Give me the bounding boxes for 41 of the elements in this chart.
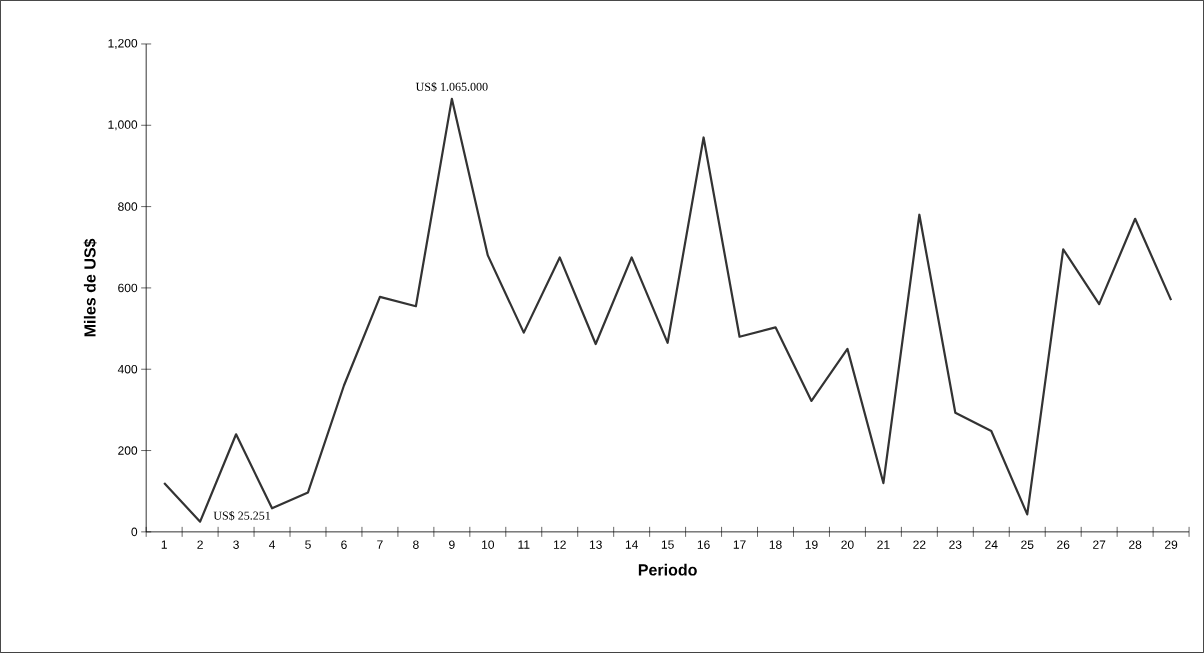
x-tick-label: 7 — [377, 540, 383, 549]
annotation: US$ 25.251 — [213, 510, 271, 521]
y-tick-label: 0 — [131, 527, 138, 537]
x-axis-title: Periodo — [638, 563, 697, 576]
x-tick-label: 29 — [1165, 540, 1178, 549]
y-axis-title: Miles de US$ — [83, 238, 97, 337]
x-tick-label: 5 — [305, 540, 311, 549]
x-tick-label: 14 — [625, 540, 638, 549]
line-series — [163, 97, 1173, 523]
x-tick-label: 15 — [661, 540, 674, 549]
x-tick-label: 27 — [1093, 540, 1106, 549]
y-tick-label: 200 — [118, 446, 138, 455]
x-tick-label: 16 — [697, 540, 710, 549]
y-tick-label: 1,000 — [108, 120, 138, 131]
x-tick-label: 1 — [161, 540, 167, 549]
x-tick-label: 17 — [733, 540, 746, 549]
y-tick-label: 1,200 — [108, 39, 138, 49]
x-tick-label: 11 — [518, 540, 530, 549]
x-tick-label: 21 — [877, 540, 890, 549]
x-tick-label: 23 — [949, 540, 962, 549]
x-tick-label: 6 — [341, 540, 347, 549]
y-tick-label: 400 — [117, 364, 138, 374]
annotation: US$ 1.065.000 — [415, 82, 488, 92]
x-tick-label: 24 — [985, 540, 998, 549]
x-tick-label: 26 — [1057, 540, 1070, 549]
x-tick-label: 9 — [449, 540, 455, 549]
x-tick-label: 10 — [482, 540, 495, 549]
x-tick-label: 13 — [589, 540, 602, 549]
x-tick-label: 22 — [913, 540, 926, 549]
x-tick-label: 2 — [197, 540, 203, 549]
x-tick-label: 3 — [233, 540, 239, 549]
x-tick-label: 18 — [769, 540, 782, 549]
x-tick-label: 19 — [805, 540, 818, 549]
x-tick-label: 12 — [553, 540, 566, 549]
x-tick-label: 4 — [268, 540, 276, 549]
x-tick-label: 20 — [841, 540, 854, 549]
y-tick-label: 600 — [118, 283, 138, 293]
x-tick-label: 25 — [1021, 540, 1034, 549]
x-tick-label: 28 — [1129, 540, 1142, 549]
y-tick-label: 800 — [118, 202, 138, 211]
x-tick-label: 8 — [413, 540, 419, 549]
